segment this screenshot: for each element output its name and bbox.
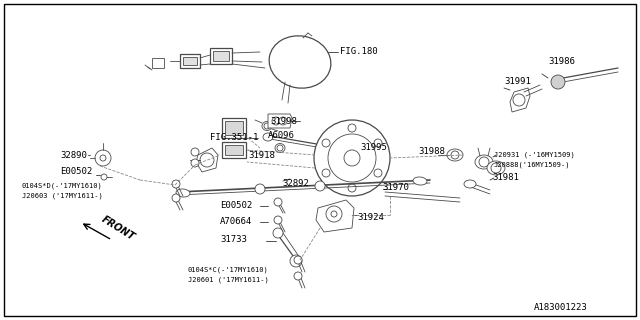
Circle shape	[491, 163, 501, 173]
Circle shape	[348, 124, 356, 132]
Text: 31981: 31981	[492, 173, 519, 182]
Text: J20931 (-'16MY1509): J20931 (-'16MY1509)	[494, 152, 575, 158]
Circle shape	[274, 216, 282, 224]
Text: 31970: 31970	[382, 183, 409, 193]
Text: 31998: 31998	[270, 116, 297, 125]
Bar	[222, 118, 246, 138]
Circle shape	[290, 255, 302, 267]
Circle shape	[331, 211, 337, 217]
Ellipse shape	[475, 155, 493, 169]
Circle shape	[255, 184, 265, 194]
Polygon shape	[316, 200, 354, 232]
Ellipse shape	[413, 177, 427, 185]
Bar	[210, 48, 232, 64]
Polygon shape	[196, 148, 218, 172]
Circle shape	[172, 194, 180, 202]
Ellipse shape	[275, 143, 285, 153]
Bar	[152, 58, 164, 68]
Bar	[222, 142, 246, 158]
Circle shape	[374, 169, 382, 177]
Circle shape	[200, 153, 214, 167]
Text: E00502: E00502	[60, 166, 92, 175]
Circle shape	[95, 150, 111, 166]
Text: 31918: 31918	[248, 151, 275, 161]
Text: 31991: 31991	[504, 77, 531, 86]
Circle shape	[374, 139, 382, 147]
Circle shape	[191, 148, 199, 156]
Ellipse shape	[263, 133, 273, 141]
Circle shape	[279, 117, 287, 125]
Circle shape	[274, 198, 282, 206]
Bar	[213, 51, 229, 61]
Ellipse shape	[176, 189, 190, 197]
Circle shape	[479, 157, 489, 167]
Bar	[225, 145, 243, 155]
Text: FIG.351-1: FIG.351-1	[210, 133, 259, 142]
Ellipse shape	[339, 147, 347, 153]
Circle shape	[322, 169, 330, 177]
Circle shape	[315, 181, 325, 191]
Circle shape	[101, 174, 107, 180]
Circle shape	[294, 272, 302, 280]
Ellipse shape	[487, 161, 505, 175]
Circle shape	[294, 256, 302, 264]
Text: 31733: 31733	[220, 236, 247, 244]
Text: 31924: 31924	[357, 213, 384, 222]
Text: 31988: 31988	[418, 148, 445, 156]
Circle shape	[272, 117, 280, 125]
Circle shape	[322, 139, 330, 147]
Polygon shape	[268, 114, 292, 128]
Bar	[183, 57, 197, 65]
Circle shape	[328, 134, 376, 182]
Text: J20888('16MY1509-): J20888('16MY1509-)	[494, 162, 570, 168]
Text: 32890: 32890	[60, 150, 87, 159]
Circle shape	[277, 145, 283, 151]
Polygon shape	[510, 88, 530, 112]
Circle shape	[191, 159, 199, 167]
Text: J20603 ('17MY1611-): J20603 ('17MY1611-)	[22, 193, 103, 199]
Circle shape	[314, 120, 390, 196]
Circle shape	[273, 228, 283, 238]
Text: 31986: 31986	[548, 58, 575, 67]
Bar	[180, 54, 200, 68]
Text: 32892: 32892	[282, 180, 309, 188]
Text: E00502: E00502	[220, 202, 252, 211]
Circle shape	[172, 180, 180, 188]
Text: 0104S*D(-'17MY1610): 0104S*D(-'17MY1610)	[22, 183, 103, 189]
Circle shape	[344, 150, 360, 166]
Ellipse shape	[447, 149, 463, 161]
Circle shape	[551, 75, 565, 89]
Text: A70664: A70664	[220, 218, 252, 227]
Ellipse shape	[262, 122, 272, 131]
Circle shape	[100, 155, 106, 161]
Text: 31995: 31995	[360, 143, 387, 153]
Ellipse shape	[464, 180, 476, 188]
Circle shape	[513, 94, 525, 106]
Circle shape	[348, 184, 356, 192]
Text: FRONT: FRONT	[100, 214, 136, 242]
Text: A6096: A6096	[268, 131, 295, 140]
Text: A183001223: A183001223	[534, 303, 588, 313]
Circle shape	[326, 206, 342, 222]
Text: FIG.180: FIG.180	[340, 47, 378, 57]
Text: J20601 ('17MY1611-): J20601 ('17MY1611-)	[188, 277, 269, 283]
Circle shape	[451, 151, 459, 159]
Ellipse shape	[269, 36, 331, 88]
Text: 0104S*C(-'17MY1610): 0104S*C(-'17MY1610)	[188, 267, 269, 273]
Bar	[225, 121, 243, 135]
Circle shape	[264, 123, 270, 129]
